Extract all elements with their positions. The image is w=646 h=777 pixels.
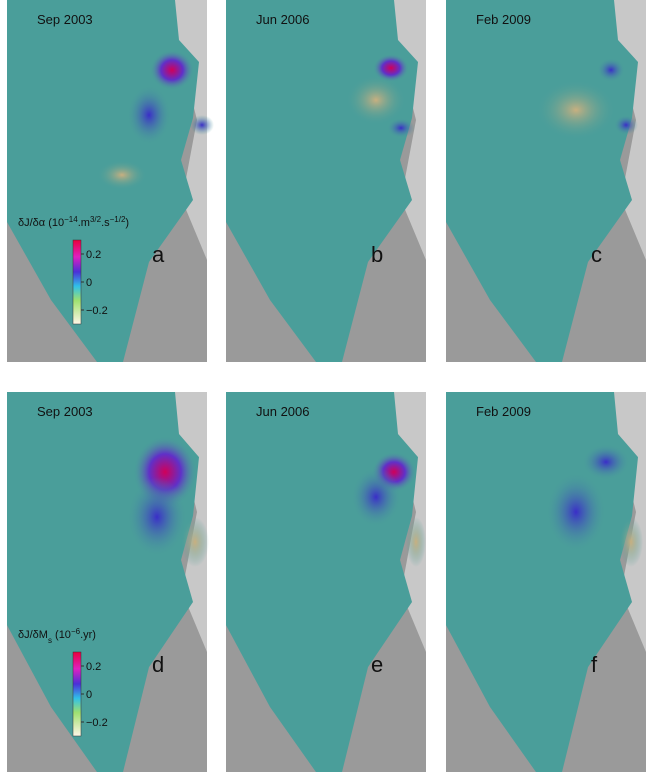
sensitivity-patch [190,115,214,135]
panel-letter: f [591,652,598,677]
panel-letter: a [152,242,165,267]
sensitivity-patch [373,54,409,82]
sensitivity-patch [597,58,625,82]
colorbar-title-part: (10 [52,629,71,641]
colorbar-title-part: −6 [71,627,81,636]
colorbar-tick-label: 0 [86,277,92,289]
map-panel: Jun 2006 b [226,0,426,362]
sensitivity-patch [619,517,643,567]
sensitivity-patch [181,517,209,567]
colorbar-tick-label: 0.2 [86,249,101,261]
colorbar-title-part: 3/2 [90,215,102,224]
panel-date: Jun 2006 [256,404,310,419]
colorbar [72,651,82,737]
colorbar-title: δJ/δα (10−14.m3/2.s−1/2) [18,215,129,230]
colorbar-tick-label: −0.2 [86,305,108,317]
sensitivity-patch [346,75,406,125]
panel-letter: d [152,652,164,677]
colorbar-title: δJ/δMs (10−6.yr) [18,627,96,645]
colorbar-title-part: −14 [64,215,78,224]
sensitivity-patch [351,467,401,527]
sensitivity-patch [614,115,638,135]
panel-date: Feb 2009 [476,12,531,27]
colorbar-tick-label: 0 [86,689,92,701]
map-panel: Feb 2009 f [446,392,646,773]
colorbar-tick-label: −0.2 [86,717,108,729]
sensitivity-patch [582,444,630,480]
sensitivity-patch [387,118,415,138]
map-panel: Jun 2006 e [226,392,426,773]
sensitivity-patch [97,160,147,190]
colorbar-tick-label: 0.2 [86,661,101,673]
map-panel: Sep 2003 d [7,392,209,773]
panel-date: Jun 2006 [256,12,310,27]
sensitivity-patch [546,472,606,552]
colorbar [72,239,82,325]
colorbar-title-part: −1/2 [110,215,126,224]
sensitivity-patch [536,80,616,140]
colorbar-title-part: .m [78,217,90,229]
colorbar-title-part: s [48,636,52,645]
panel-date: Sep 2003 [37,12,93,27]
panel-letter: e [371,652,383,677]
panel-date: Feb 2009 [476,404,531,419]
map-panel: Feb 2009 c [446,0,646,362]
colorbar-title-part: ) [125,217,129,229]
sensitivity-patch [127,85,171,145]
colorbar-title-part: δJ/δα (10 [18,217,64,229]
panel-letter: c [591,242,602,267]
panel-letter: b [371,242,383,267]
colorbar-title-part: .s [101,217,110,229]
colorbar-title-part: .yr) [80,629,96,641]
colorbar-title-part: δJ/δM [18,629,48,641]
map-panel: Sep 2003 a [7,0,214,362]
sensitivity-patch [127,477,187,557]
sensitivity-patch [150,50,194,90]
sensitivity-patch [406,517,426,567]
panel-date: Sep 2003 [37,404,93,419]
